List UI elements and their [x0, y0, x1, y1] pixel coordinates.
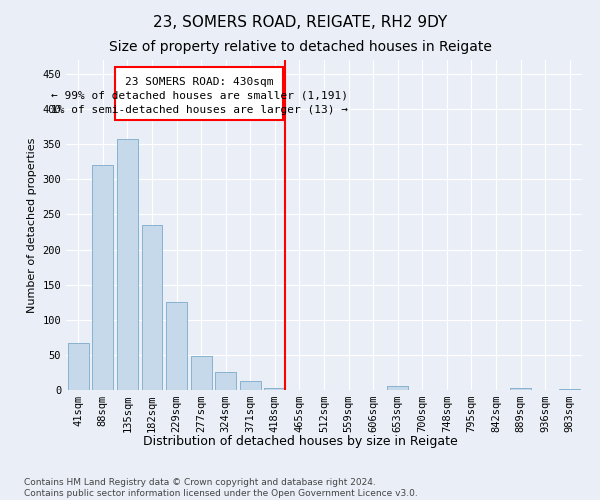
- Bar: [387, 386, 408, 390]
- Text: ← 99% of detached houses are smaller (1,191): ← 99% of detached houses are smaller (1,…: [51, 91, 348, 101]
- Bar: [510, 388, 531, 390]
- Bar: [68, 343, 89, 390]
- Bar: [166, 302, 187, 390]
- Bar: [559, 388, 580, 390]
- Y-axis label: Number of detached properties: Number of detached properties: [27, 138, 37, 312]
- Bar: [142, 225, 163, 390]
- Text: Contains HM Land Registry data © Crown copyright and database right 2024.
Contai: Contains HM Land Registry data © Crown c…: [24, 478, 418, 498]
- Text: Distribution of detached houses by size in Reigate: Distribution of detached houses by size …: [143, 435, 457, 448]
- Bar: [191, 356, 212, 390]
- Bar: [215, 372, 236, 390]
- Bar: [92, 166, 113, 390]
- Text: Size of property relative to detached houses in Reigate: Size of property relative to detached ho…: [109, 40, 491, 54]
- Bar: [117, 140, 138, 390]
- Text: 1% of semi-detached houses are larger (13) →: 1% of semi-detached houses are larger (1…: [51, 105, 348, 115]
- Bar: [265, 388, 286, 390]
- Text: 23, SOMERS ROAD, REIGATE, RH2 9DY: 23, SOMERS ROAD, REIGATE, RH2 9DY: [153, 15, 447, 30]
- Text: 23 SOMERS ROAD: 430sqm: 23 SOMERS ROAD: 430sqm: [125, 77, 274, 87]
- Bar: [240, 381, 261, 390]
- Bar: [115, 67, 283, 120]
